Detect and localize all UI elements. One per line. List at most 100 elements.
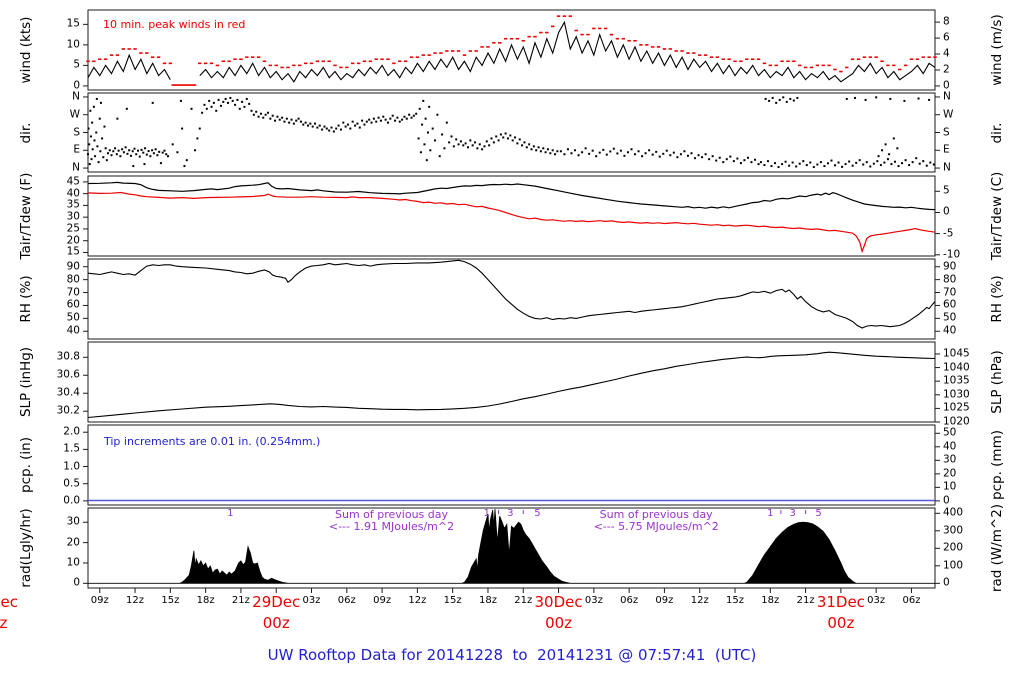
wind-dir-point xyxy=(255,110,258,113)
wind-dir-point xyxy=(379,119,382,122)
wind-dir-point xyxy=(299,120,302,123)
wind-dir-point xyxy=(91,121,94,124)
wind-dir-point xyxy=(136,149,139,152)
wind-dir-point xyxy=(928,98,931,101)
wind-dir-point xyxy=(623,154,626,157)
wind-dir-point xyxy=(464,142,467,145)
wind-dir-point xyxy=(274,119,277,122)
wind-dir-point xyxy=(401,118,404,121)
wind-dir-point xyxy=(257,115,260,118)
wind-dir-point xyxy=(566,148,569,151)
wind-dir-point xyxy=(525,146,528,149)
wind-dir-point xyxy=(292,122,295,125)
wind-dir-point xyxy=(708,158,711,161)
wind-dir-point xyxy=(768,99,771,102)
wind-dir-point xyxy=(171,143,174,146)
wind-dir-point xyxy=(417,137,420,140)
wind-dir-point xyxy=(796,96,799,99)
wind-dir-point xyxy=(217,98,220,101)
wind-dir-point xyxy=(98,117,101,120)
wind-dir-point xyxy=(778,98,781,101)
wind-dir-point xyxy=(132,165,135,168)
wind-dir-point xyxy=(243,105,246,108)
wind-dir-point xyxy=(128,149,131,152)
wind-dir-point xyxy=(238,107,241,110)
wind-dir-point xyxy=(897,165,900,168)
wind-dir-point xyxy=(304,121,307,124)
wind-dir-point xyxy=(595,155,598,158)
wind-dir-point xyxy=(443,147,446,150)
wind-dir-point xyxy=(711,155,714,158)
wind-dir-point xyxy=(770,165,773,168)
wind-dir-point xyxy=(276,115,279,118)
wind-dir-point xyxy=(516,142,519,145)
wind-dir-point xyxy=(421,123,424,126)
wind-dir-point xyxy=(198,127,201,130)
wind-dir-point xyxy=(314,122,317,125)
wind-dir-point xyxy=(892,137,895,140)
wind-dir-point xyxy=(732,160,735,163)
wind-dir-point xyxy=(163,149,166,152)
wind-dir-point xyxy=(103,125,106,128)
wind-dir-point xyxy=(363,123,366,126)
wind-dir-point xyxy=(271,114,274,117)
wind-dir-point xyxy=(394,119,397,122)
wind-dir-point xyxy=(423,143,426,146)
wind-dir-point xyxy=(88,163,91,166)
wind-dir-point xyxy=(896,147,899,150)
wind-dir-point xyxy=(537,146,540,149)
wind-dir-point xyxy=(152,152,155,155)
wind-dir-point xyxy=(690,152,693,155)
wind-dir-point xyxy=(798,162,801,165)
wind-dir-point xyxy=(410,116,413,119)
wind-dir-point xyxy=(630,148,633,151)
wind-dir-point xyxy=(101,137,104,140)
wind-dir-point xyxy=(391,114,394,117)
wind-dir-point xyxy=(149,155,152,158)
slp-panel-frame xyxy=(87,341,936,423)
wind-dir-point xyxy=(929,161,932,164)
wind-dir-point xyxy=(259,112,262,115)
wind-dir-point xyxy=(269,117,272,120)
wind-dir-point xyxy=(901,162,904,165)
wind-dir-point xyxy=(554,153,557,156)
wind-dir-point xyxy=(323,125,326,128)
wind-dir-point xyxy=(262,116,265,119)
wind-dir-point xyxy=(766,160,769,163)
wind-dir-point xyxy=(145,153,148,156)
wind-dir-point xyxy=(795,165,798,168)
wind-dir-point xyxy=(231,99,234,102)
wind-dir-point xyxy=(499,133,502,136)
wind-dir-point xyxy=(888,153,891,156)
wind-dir-point xyxy=(89,135,92,138)
wind-dir-point xyxy=(88,143,91,146)
wind-dir-point xyxy=(194,149,197,152)
wind-dir-point xyxy=(445,121,448,124)
wind-dir-point xyxy=(746,156,749,159)
wind-dir-point xyxy=(356,122,359,125)
wind-dir-point xyxy=(94,155,97,158)
wind-dir-point xyxy=(349,127,352,130)
wind-dir-point xyxy=(462,144,465,147)
wind-dir-point xyxy=(466,146,469,149)
wind-dir-point xyxy=(285,117,288,120)
wind-dir-point xyxy=(574,149,577,152)
wind-dir-point xyxy=(382,115,385,118)
wind-dir-point xyxy=(869,165,872,168)
wind-dir-point xyxy=(805,164,808,167)
wind-dir-point xyxy=(750,161,753,164)
wind-dir-point xyxy=(777,166,780,169)
wind-dir-point xyxy=(530,148,533,151)
wind-dir-point xyxy=(151,101,154,104)
wind-dir-point xyxy=(837,161,840,164)
wind-dir-point xyxy=(358,126,361,129)
wind-dir-point xyxy=(792,99,795,102)
wind-dir-point xyxy=(697,154,700,157)
wind-dir-point xyxy=(511,139,514,142)
wind-dir-point xyxy=(844,163,847,166)
wind-dir-point xyxy=(701,156,704,159)
wind-dir-point xyxy=(669,154,672,157)
wind-dir-point xyxy=(438,155,441,158)
wind-dir-point xyxy=(283,120,286,123)
